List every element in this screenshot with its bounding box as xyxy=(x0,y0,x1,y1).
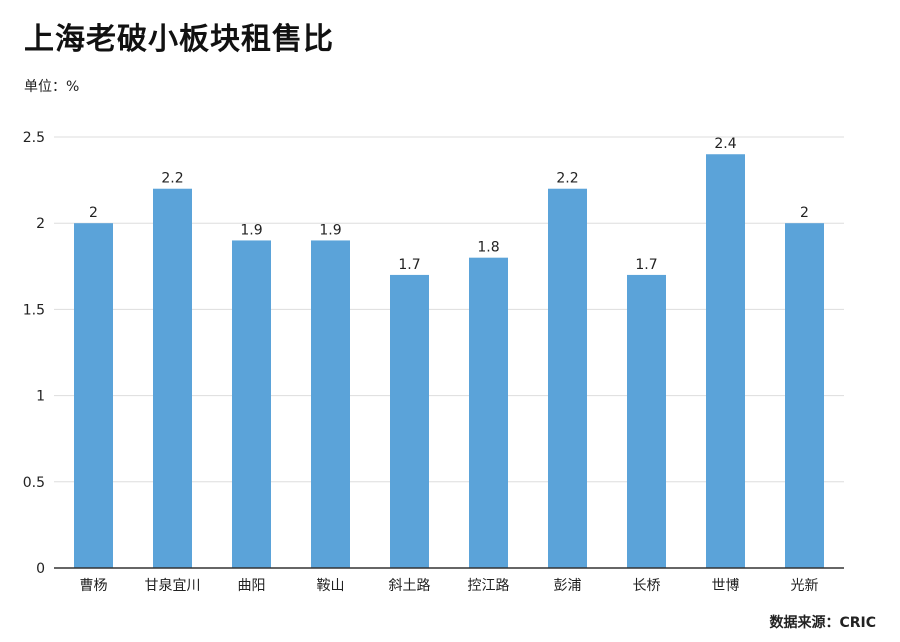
bar-value-label: 1.7 xyxy=(398,257,420,273)
bar-value-label: 2.2 xyxy=(556,171,578,187)
bar-value-label: 2 xyxy=(800,205,809,221)
bar-value-label: 1.8 xyxy=(477,240,499,256)
bar-value-label: 1.9 xyxy=(240,222,262,238)
x-category-label: 控江路 xyxy=(468,578,510,594)
bar xyxy=(706,154,745,569)
y-tick-label: 1 xyxy=(36,389,45,405)
x-category-label: 甘泉宜川 xyxy=(145,577,201,594)
y-tick-label: 0.5 xyxy=(23,475,45,491)
x-category-label: 光新 xyxy=(791,578,819,594)
x-category-label: 斜土路 xyxy=(389,578,431,594)
y-axis-ticks: 0 0.5 1 1.5 2 2.5 xyxy=(23,130,45,577)
x-category-label: 鞍山 xyxy=(317,578,345,594)
bar xyxy=(627,274,666,568)
bar-value-label: 2.2 xyxy=(161,171,183,187)
bar xyxy=(232,240,271,568)
source-note: 数据来源：CRIC xyxy=(769,615,876,631)
chart-title: 上海老破小板块租售比 xyxy=(24,22,334,57)
y-tick-label: 0 xyxy=(36,561,45,577)
bar-value-label: 2.4 xyxy=(714,136,736,152)
x-axis-labels: 曹杨 甘泉宜川 曲阳 鞍山 斜土路 控江路 彭浦 长桥 世博 光新 xyxy=(80,577,819,594)
bar xyxy=(548,188,587,568)
bar xyxy=(311,240,350,568)
bar xyxy=(469,257,508,568)
x-category-label: 彭浦 xyxy=(554,578,582,594)
bar xyxy=(785,223,824,568)
x-category-label: 长桥 xyxy=(633,578,661,594)
bar xyxy=(74,223,113,568)
unit-label: 单位：% xyxy=(24,79,80,95)
bar xyxy=(153,188,192,568)
bars xyxy=(74,154,824,569)
x-category-label: 曹杨 xyxy=(80,578,108,594)
bar-value-label: 1.7 xyxy=(635,257,657,273)
bar-value-label: 1.9 xyxy=(319,222,341,238)
y-tick-label: 2.5 xyxy=(23,130,45,146)
x-category-label: 世博 xyxy=(712,577,740,594)
y-tick-label: 1.5 xyxy=(23,302,45,318)
x-category-label: 曲阳 xyxy=(238,578,266,594)
bar-value-label: 2 xyxy=(89,205,98,221)
bar xyxy=(390,274,429,568)
data-labels: 2 2.2 1.9 1.9 1.7 1.8 2.2 1.7 2.4 2 xyxy=(89,136,809,273)
y-tick-label: 2 xyxy=(36,216,45,232)
